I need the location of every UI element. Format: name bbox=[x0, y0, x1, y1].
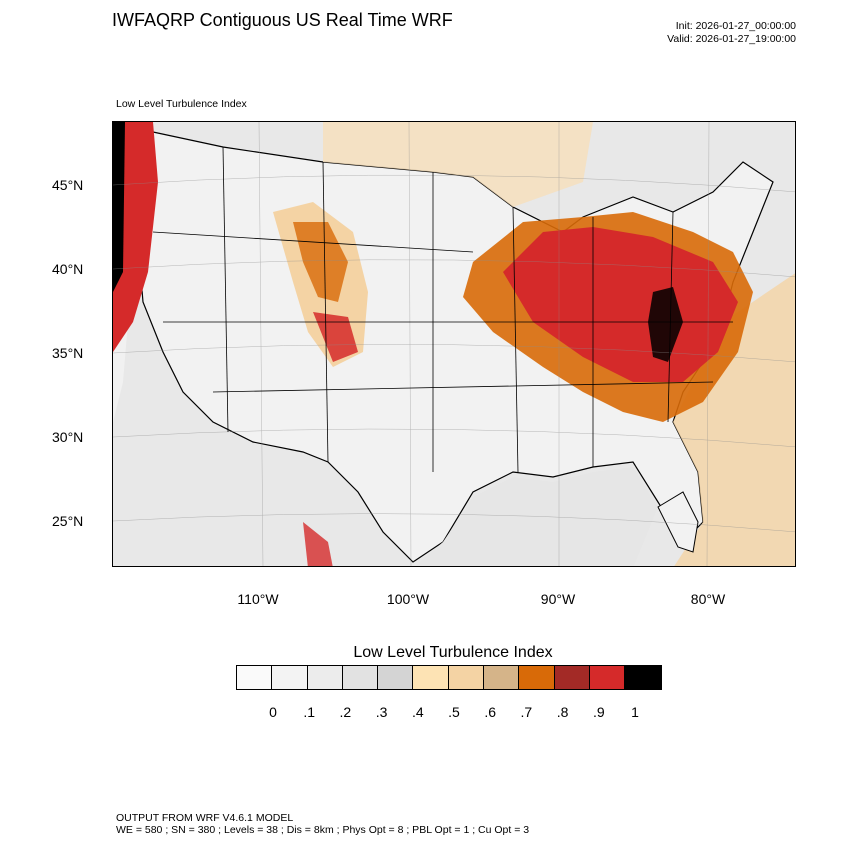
legend-label: .6 bbox=[484, 704, 497, 720]
legend-label: .1 bbox=[303, 704, 316, 720]
legend-swatch bbox=[378, 666, 414, 689]
run-times: Init: 2026-01-27_00:00:00 Valid: 2026-01… bbox=[667, 20, 796, 46]
legend-label: .5 bbox=[448, 704, 460, 720]
lon-label-80w: 80°W bbox=[690, 591, 726, 607]
legend-title: Low Level Turbulence Index bbox=[353, 644, 553, 661]
turbulence-map bbox=[112, 121, 796, 567]
lon-label-100w: 100°W bbox=[386, 591, 430, 607]
map-canvas bbox=[113, 122, 795, 566]
legend-swatch bbox=[272, 666, 308, 689]
valid-time: Valid: 2026-01-27_19:00:00 bbox=[667, 33, 796, 45]
legend-label: .8 bbox=[556, 704, 569, 720]
legend-swatch bbox=[519, 666, 555, 689]
legend-label: .3 bbox=[375, 704, 388, 720]
model-footer: OUTPUT FROM WRF V4.6.1 MODEL WE = 580 ; … bbox=[116, 812, 529, 836]
legend-label: .2 bbox=[339, 704, 352, 720]
legend-label: .7 bbox=[520, 704, 533, 720]
legend-swatch bbox=[237, 666, 273, 689]
legend-swatch bbox=[484, 666, 520, 689]
legend-swatch bbox=[589, 666, 626, 689]
legend-label: 0 bbox=[269, 704, 277, 720]
field-subtitle: Low Level Turbulence Index bbox=[116, 98, 247, 110]
lat-label-45n: 45°N bbox=[52, 177, 84, 193]
legend-label: .9 bbox=[592, 704, 605, 720]
map-title: IWFAQRP Contiguous US Real Time WRF bbox=[112, 10, 453, 30]
init-time: Init: 2026-01-27_00:00:00 bbox=[675, 20, 796, 32]
lat-label-40n: 40°N bbox=[52, 261, 84, 277]
legend-swatch bbox=[307, 666, 343, 689]
legend-swatch bbox=[413, 666, 449, 689]
legend-swatch bbox=[625, 666, 661, 689]
color-legend bbox=[236, 665, 662, 690]
legend-swatch bbox=[554, 666, 590, 689]
legend-swatch bbox=[448, 666, 485, 689]
lon-label-110w: 110°W bbox=[237, 591, 279, 607]
footer-line-2: WE = 580 ; SN = 380 ; Levels = 38 ; Dis … bbox=[116, 824, 530, 836]
lon-label-90w: 90°W bbox=[540, 591, 576, 607]
lat-label-30n: 30°N bbox=[52, 429, 84, 445]
footer-line-1: OUTPUT FROM WRF V4.6.1 MODEL bbox=[116, 812, 294, 824]
lat-label-25n: 25°N bbox=[52, 513, 84, 529]
lat-label-35n: 35°N bbox=[52, 345, 84, 361]
legend-label: 1 bbox=[631, 704, 639, 720]
legend-label: .4 bbox=[411, 704, 424, 720]
legend-swatch bbox=[342, 666, 379, 689]
